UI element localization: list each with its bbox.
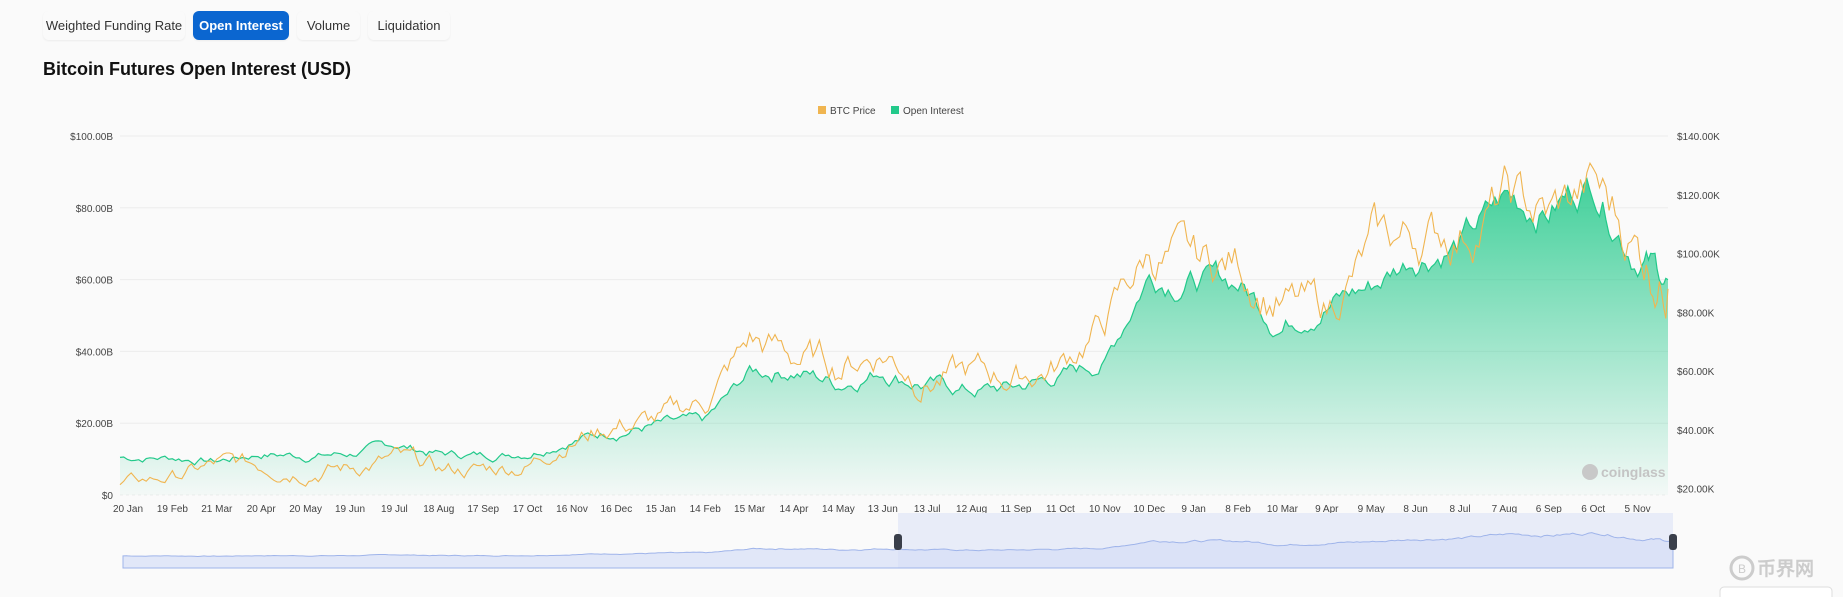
x-axis-tick: 17 Oct <box>513 504 543 515</box>
x-axis-tick: 12 Aug <box>956 504 987 515</box>
left-axis-tick: $60.00B <box>76 276 114 287</box>
right-axis-tick: $80.00K <box>1677 308 1715 319</box>
x-axis-tick: 19 Jun <box>335 504 365 515</box>
right-axis-tick: $20.00K <box>1677 485 1715 496</box>
coinglass-watermark: coinglass <box>1582 464 1666 480</box>
oi-area <box>120 178 1668 496</box>
oi-line <box>119 177 1669 466</box>
left-axis-tick: $40.00B <box>76 347 114 358</box>
corner-widget[interactable] <box>1719 586 1833 597</box>
right-axis-tick: $140.00K <box>1677 132 1720 143</box>
chart-title: Bitcoin Futures Open Interest (USD) <box>43 59 352 79</box>
x-axis-tick: 6 Oct <box>1581 504 1605 515</box>
navigator-handle-left[interactable] <box>894 534 902 550</box>
legend-price[interactable]: BTC Price <box>830 106 876 117</box>
tab-volume[interactable]: Volume <box>297 11 360 40</box>
x-axis-tick: 21 Mar <box>201 504 233 515</box>
x-axis-tick: 17 Sep <box>467 504 499 515</box>
x-axis-tick: 10 Nov <box>1089 504 1121 515</box>
left-axis-tick: $100.00B <box>70 132 113 143</box>
legend-swatch-oi <box>891 106 899 114</box>
legend: BTC Price Open Interest <box>818 106 964 117</box>
corner-logo-text: 币界网 <box>1757 558 1814 580</box>
left-axis-tick: $80.00B <box>76 204 114 215</box>
x-axis-tick: 16 Dec <box>601 504 633 515</box>
navigator[interactable] <box>122 513 1677 569</box>
x-axis-tick: 15 Mar <box>734 504 766 515</box>
right-axis-tick: $60.00K <box>1677 367 1715 378</box>
x-axis-tick: 5 Nov <box>1625 504 1651 515</box>
x-axis-tick: 9 Apr <box>1315 504 1339 515</box>
x-axis-tick: 14 Apr <box>780 504 810 515</box>
x-axis-tick: 18 Aug <box>423 504 454 515</box>
x-axis-tick: 13 Jun <box>868 504 898 515</box>
x-axis-tick: 14 May <box>822 504 855 515</box>
x-axis-tick: 20 May <box>289 504 322 515</box>
x-axis-tick: 13 Jul <box>914 504 941 515</box>
tab-open-interest[interactable]: Open Interest <box>193 11 289 40</box>
navigator-series <box>122 532 1674 569</box>
x-axis-tick: 11 Oct <box>1046 504 1075 515</box>
x-axis-tick: 11 Sep <box>1001 504 1032 515</box>
right-axis-tick: $100.00K <box>1677 250 1720 261</box>
x-axis-tick: 9 Jan <box>1181 504 1205 515</box>
x-axis-tick: 6 Sep <box>1536 504 1563 515</box>
left-axis-tick: $0 <box>102 491 114 502</box>
x-axis-tick: 15 Jan <box>646 504 676 515</box>
x-axis-tick: 20 Apr <box>247 504 277 515</box>
navigator-handle-right[interactable] <box>1669 534 1677 550</box>
price-line <box>119 161 1669 487</box>
svg-text:B: B <box>1738 562 1746 576</box>
legend-oi[interactable]: Open Interest <box>903 106 964 117</box>
x-axis-tick: 8 Jul <box>1449 504 1470 515</box>
x-axis-tick: 20 Jan <box>113 504 143 515</box>
x-axis-tick: 19 Feb <box>157 504 189 515</box>
x-axis-tick: 14 Feb <box>690 504 722 515</box>
right-axis-tick: $40.00K <box>1677 426 1715 437</box>
corner-logo: B 币界网 <box>1729 555 1814 581</box>
x-axis-tick: 7 Aug <box>1492 504 1518 515</box>
x-axis-tick: 10 Dec <box>1133 504 1165 515</box>
x-axis-tick: 19 Jul <box>381 504 408 515</box>
tab-liquidation[interactable]: Liquidation <box>368 11 450 40</box>
x-axis-tick: 16 Nov <box>556 504 588 515</box>
tab-weighted-funding-rate[interactable]: Weighted Funding Rate <box>43 11 185 40</box>
x-axis-tick: 8 Jun <box>1403 504 1427 515</box>
x-axis-tick: 9 May <box>1358 504 1385 515</box>
legend-swatch-price <box>818 106 826 114</box>
right-axis-tick: $120.00K <box>1677 191 1720 202</box>
x-axis-tick: 8 Feb <box>1225 504 1251 515</box>
left-axis-tick: $20.00B <box>76 419 114 430</box>
x-axis-tick: 10 Mar <box>1267 504 1299 515</box>
watermark-text: coinglass <box>1601 464 1666 480</box>
